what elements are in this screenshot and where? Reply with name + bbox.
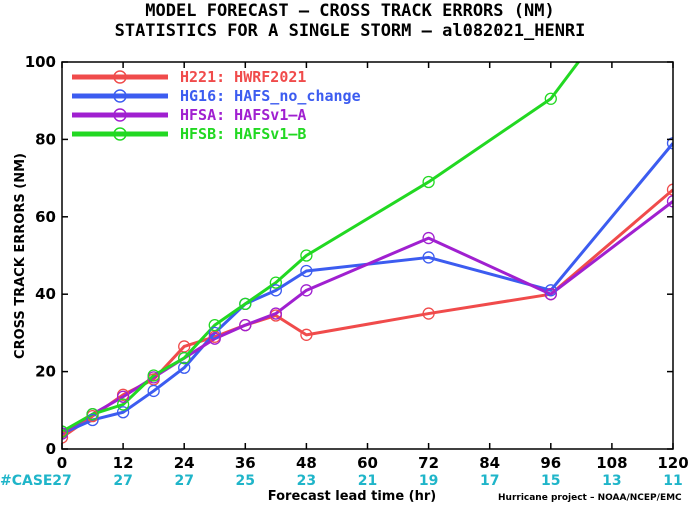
x-tick-label: 24 bbox=[174, 454, 195, 472]
case-count: 11 bbox=[663, 473, 682, 489]
x-tick-label: 36 bbox=[235, 454, 256, 472]
x-tick-label: 120 bbox=[657, 454, 688, 472]
series-point bbox=[239, 297, 252, 311]
legend-label: HG16: HAFS_no_change bbox=[180, 87, 361, 105]
series-line bbox=[62, 200, 673, 435]
series-point bbox=[178, 351, 191, 365]
x-tick-label: 12 bbox=[113, 454, 134, 472]
series-point bbox=[300, 264, 313, 278]
case-count: 27 bbox=[113, 473, 132, 489]
y-tick-label: 20 bbox=[35, 363, 56, 381]
series-point bbox=[147, 369, 160, 382]
series-point bbox=[666, 137, 673, 150]
series-line bbox=[62, 188, 673, 439]
series-point bbox=[269, 284, 283, 297]
legend-marker bbox=[113, 89, 127, 103]
series-point bbox=[86, 408, 99, 421]
series-line bbox=[62, 142, 673, 435]
series-point bbox=[116, 398, 130, 411]
series-point bbox=[269, 307, 283, 320]
y-tick-label: 0 bbox=[46, 440, 56, 458]
y-tick-label: 40 bbox=[35, 285, 56, 303]
y-axis-label: CROSS TRACK ERRORS (NM) bbox=[13, 153, 28, 359]
series-point bbox=[666, 183, 673, 196]
series-point bbox=[422, 175, 435, 189]
series-point bbox=[208, 319, 221, 332]
series-point bbox=[116, 406, 130, 419]
legend-marker bbox=[113, 70, 127, 84]
case-label: #CASE bbox=[0, 473, 53, 489]
legend-label: HFSA: HAFSv1–A bbox=[180, 106, 306, 124]
series-point bbox=[544, 92, 557, 105]
legend-marker bbox=[113, 108, 127, 122]
series-layer bbox=[62, 62, 673, 444]
series-point bbox=[239, 319, 252, 332]
y-tick-label: 100 bbox=[25, 53, 56, 71]
x-tick-label: 72 bbox=[418, 454, 439, 472]
series-point bbox=[147, 384, 160, 398]
series-point bbox=[116, 390, 130, 403]
series-point bbox=[300, 328, 313, 341]
x-tick-label: 108 bbox=[596, 454, 627, 472]
case-count: 13 bbox=[602, 473, 621, 489]
series-point bbox=[544, 284, 557, 297]
case-count: 23 bbox=[297, 473, 316, 489]
x-axis-label: Forecast lead time (hr) bbox=[268, 489, 436, 504]
series-point bbox=[300, 249, 313, 262]
series-point bbox=[62, 425, 69, 438]
case-count: 15 bbox=[541, 473, 560, 489]
y-tick-label: 80 bbox=[35, 130, 56, 148]
series-point bbox=[208, 332, 221, 345]
ticks-layer: 0 12 24 36 48 60 72 84 96 108 120 0 20 40 60 80 100 bbox=[25, 53, 689, 472]
x-tick-label: 84 bbox=[479, 454, 500, 472]
series-point bbox=[208, 326, 221, 340]
case-count: 21 bbox=[358, 473, 377, 489]
series-point bbox=[666, 195, 673, 208]
series-point bbox=[422, 307, 435, 320]
x-tick-label: 96 bbox=[540, 454, 561, 472]
case-count: 27 bbox=[52, 473, 71, 489]
chart-title-line2: STATISTICS FOR A SINGLE STORM – al082021… bbox=[115, 21, 586, 41]
series-point bbox=[544, 288, 557, 301]
series-point bbox=[62, 431, 69, 444]
case-counts: 27 27 27 25 23 21 19 17 15 13 11 bbox=[52, 473, 682, 489]
series-point bbox=[269, 276, 283, 289]
series-point bbox=[178, 361, 191, 374]
series-point bbox=[86, 413, 99, 427]
legend-label: H221: HWRF2021 bbox=[180, 68, 306, 86]
case-count: 27 bbox=[174, 473, 193, 489]
case-count: 19 bbox=[419, 473, 438, 489]
x-tick-label: 60 bbox=[357, 454, 378, 472]
legend-marker bbox=[113, 127, 127, 141]
series-point bbox=[422, 251, 435, 264]
x-tick-label: 0 bbox=[57, 454, 67, 472]
x-tick-label: 48 bbox=[296, 454, 317, 472]
series-point bbox=[300, 284, 313, 297]
y-tick-label: 60 bbox=[35, 208, 56, 226]
series-point bbox=[422, 231, 435, 245]
case-count: 17 bbox=[480, 473, 499, 489]
chart-title-line1: MODEL FORECAST – CROSS TRACK ERRORS (NM) bbox=[145, 1, 554, 21]
credit-text: Hurricane project – NOAA/NCEP/EMC bbox=[498, 493, 682, 503]
case-count: 25 bbox=[236, 473, 255, 489]
legend-label: HFSB: HAFSv1–B bbox=[180, 125, 306, 143]
